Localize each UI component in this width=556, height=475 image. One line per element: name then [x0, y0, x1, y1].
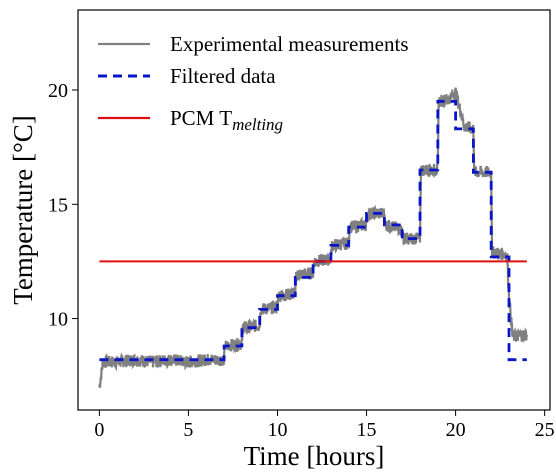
series-experimental-line [98, 87, 528, 388]
x-tick-label: 10 [267, 419, 287, 441]
y-tick-label: 15 [48, 194, 68, 216]
series-filtered-line [99, 100, 527, 362]
y-axis-title: Temperature [°C] [8, 115, 38, 305]
ticks-layer: 0 5 10 15 20 25 10 15 20 [48, 80, 555, 441]
legend-label-experimental: Experimental measurements [170, 32, 409, 56]
legend-label-pcm-subscript: melting [232, 115, 283, 134]
legend-label-filtered: Filtered data [170, 64, 276, 88]
legend-label-pcm-main: PCM T [170, 106, 232, 130]
series-layer [98, 87, 528, 388]
x-axis-title: Time [hours] [244, 441, 385, 471]
legend: Experimental measurements Filtered data … [98, 32, 409, 134]
x-tick-label: 5 [183, 419, 193, 441]
x-tick-label: 0 [94, 419, 104, 441]
x-tick-label: 20 [446, 419, 466, 441]
y-tick-label: 10 [48, 309, 68, 331]
x-tick-label: 15 [357, 419, 377, 441]
axes-frame [77, 9, 551, 411]
x-tick-label: 25 [535, 419, 555, 441]
legend-label-pcm: PCM Tmelting [170, 106, 283, 134]
y-tick-label: 20 [48, 80, 68, 102]
